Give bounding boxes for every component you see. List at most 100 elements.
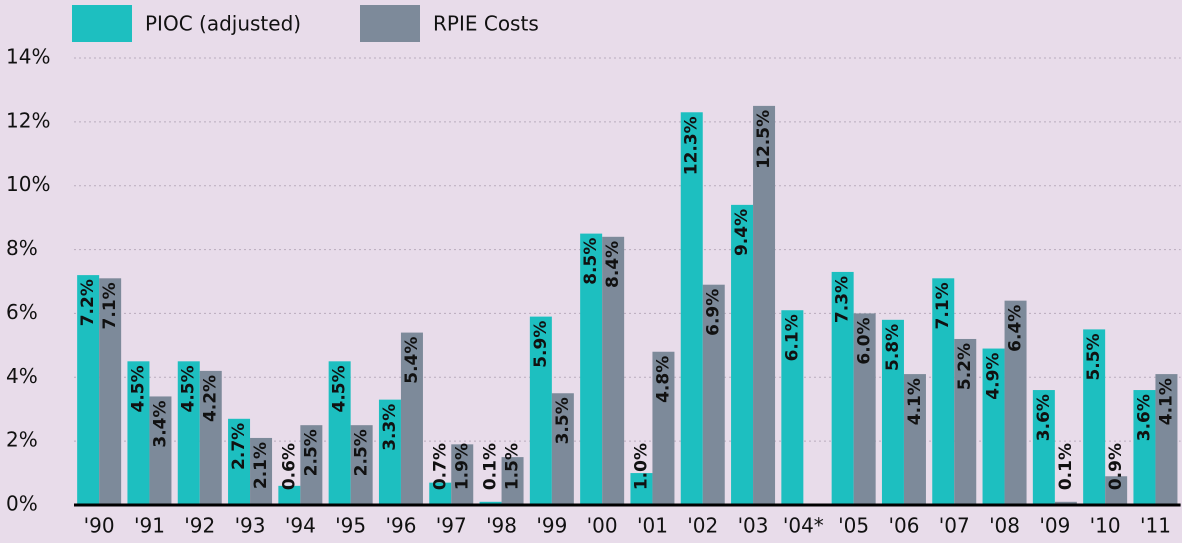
- value-label: 2.1%: [251, 442, 271, 489]
- x-tick-label: '08: [989, 514, 1020, 538]
- value-label: 0.9%: [1106, 443, 1126, 490]
- value-label: 0.1%: [481, 443, 501, 490]
- bar: [350, 425, 373, 505]
- bar: [781, 310, 804, 505]
- value-label: 12.3%: [682, 116, 702, 175]
- value-label: 5.2%: [955, 343, 975, 390]
- x-tick-label: '00: [587, 514, 618, 538]
- value-label: 9.4%: [732, 209, 752, 256]
- value-label: 4.5%: [330, 365, 350, 412]
- bar: [378, 399, 401, 505]
- bar: [580, 233, 603, 505]
- x-tick-label: '09: [1039, 514, 1070, 538]
- value-label: 7.3%: [833, 276, 853, 323]
- bar: [501, 457, 524, 505]
- value-label: 3.4%: [150, 400, 170, 447]
- y-tick-label: 6%: [6, 300, 38, 324]
- value-label: 1.5%: [503, 443, 523, 490]
- bar: [753, 105, 776, 506]
- legend-label: RPIE Costs: [433, 12, 539, 36]
- bar: [328, 361, 351, 505]
- value-label: 4.5%: [179, 365, 199, 412]
- bar: [1004, 300, 1027, 505]
- value-label: 3.6%: [1134, 394, 1154, 441]
- bar: [652, 351, 675, 505]
- bar: [551, 393, 574, 505]
- bar: [1054, 501, 1077, 505]
- value-label: 4.5%: [128, 365, 148, 412]
- bar: [954, 338, 977, 505]
- y-tick-label: 8%: [6, 236, 38, 260]
- bar: [680, 112, 703, 506]
- value-label: 1.0%: [631, 443, 651, 490]
- bar: [429, 482, 452, 505]
- value-label: 4.2%: [201, 375, 221, 422]
- bar: [932, 278, 955, 505]
- bar: [250, 437, 273, 505]
- value-label: 3.5%: [553, 397, 573, 444]
- bar: [1032, 390, 1055, 505]
- x-tick-label: '10: [1090, 514, 1121, 538]
- bar: [853, 313, 876, 505]
- value-label: 5.4%: [402, 337, 422, 384]
- value-label: 3.3%: [380, 404, 400, 451]
- value-label: 5.5%: [1084, 333, 1104, 380]
- value-label: 6.9%: [704, 289, 724, 336]
- bar: [881, 319, 904, 505]
- bar: [400, 332, 423, 505]
- value-label: 0.1%: [1056, 443, 1076, 490]
- x-tick-label: '11: [1140, 514, 1171, 538]
- legend-label: PIOC (adjusted): [145, 12, 301, 36]
- bar: [199, 370, 222, 505]
- value-label: 6.1%: [782, 314, 802, 361]
- x-tick-label: '01: [637, 514, 668, 538]
- value-label: 2.5%: [301, 429, 321, 476]
- bar: [479, 501, 502, 505]
- x-tick-label: '07: [939, 514, 970, 538]
- bar: [630, 473, 653, 505]
- bar: [1133, 390, 1156, 505]
- value-label: 0.7%: [430, 443, 450, 490]
- x-tick-label: '95: [335, 514, 366, 538]
- value-label: 4.9%: [984, 353, 1004, 400]
- bar: [602, 236, 625, 506]
- y-tick-label: 4%: [6, 364, 38, 388]
- bar: [77, 275, 100, 505]
- value-label: 8.4%: [603, 241, 623, 288]
- y-tick-label: 14%: [6, 45, 50, 69]
- x-tick-label: '02: [687, 514, 718, 538]
- value-label: 7.1%: [933, 282, 953, 329]
- value-label: 12.5%: [754, 110, 774, 169]
- x-tick-label: '96: [385, 514, 416, 538]
- value-label: 1.9%: [452, 443, 472, 490]
- legend-swatch: [72, 5, 132, 42]
- bar: [1155, 374, 1178, 505]
- x-tick-label: '05: [838, 514, 869, 538]
- y-tick-label: 12%: [6, 108, 50, 132]
- x-tick-label: '04*: [783, 514, 824, 538]
- value-label: 2.5%: [352, 429, 372, 476]
- value-label: 0.6%: [279, 443, 299, 490]
- bar: [451, 444, 474, 505]
- value-label: 6.4%: [1006, 305, 1026, 352]
- x-tick-label: '91: [134, 514, 165, 538]
- bar: [149, 396, 172, 505]
- value-label: 6.0%: [855, 317, 875, 364]
- legend-swatch: [360, 5, 420, 42]
- value-label: 5.8%: [883, 324, 903, 371]
- value-label: 3.6%: [1034, 394, 1054, 441]
- bar: [278, 485, 301, 505]
- bar: [99, 278, 122, 505]
- bar: [529, 316, 552, 505]
- bar: [982, 348, 1005, 505]
- x-tick-label: '93: [235, 514, 266, 538]
- value-label: 7.1%: [100, 282, 120, 329]
- bar: [127, 361, 150, 505]
- bar: [228, 418, 251, 505]
- value-label: 2.7%: [229, 423, 249, 470]
- x-tick-label: '06: [888, 514, 919, 538]
- value-label: 8.5%: [581, 238, 601, 285]
- y-tick-label: 0%: [6, 492, 38, 516]
- value-label: 4.1%: [905, 378, 925, 425]
- value-label: 4.1%: [1156, 378, 1176, 425]
